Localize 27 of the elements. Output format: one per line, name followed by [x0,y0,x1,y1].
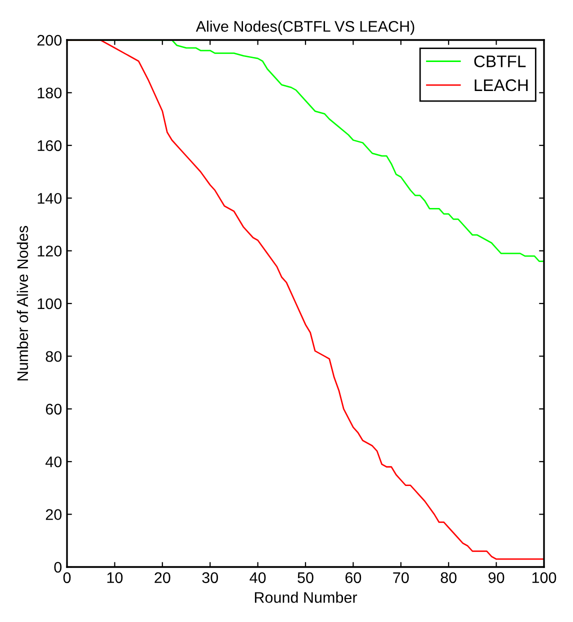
x-tick-label: 10 [107,572,123,584]
x-tick-label: 90 [488,572,504,584]
x-tick-label: 0 [63,572,71,584]
x-tick-label: 70 [393,572,409,584]
y-tick-label: 100 [38,298,62,310]
y-tick-label: 180 [38,88,62,98]
legend-label: LEACH [474,79,528,92]
x-tick-label: 60 [345,572,362,584]
y-tick-label: 0 [54,562,62,573]
x-tick-label: 40 [250,572,266,584]
x-tick-label: 20 [154,572,170,584]
x-tick-label: 30 [202,572,218,584]
y-tick-label: 160 [38,140,62,152]
legend-label: CBTFL [474,55,526,68]
chart-title: Alive Nodes(CBTFL VS LEACH) [196,20,414,35]
x-tick-label: 100 [532,572,556,584]
y-tick-label: 120 [38,246,62,256]
x-axis-title: Round Number [254,592,358,603]
y-tick-label: 140 [38,192,62,204]
y-axis-title: Number of Alive Nodes [16,226,28,380]
x-tick-label: 80 [440,572,456,584]
y-tick-label: 80 [46,351,62,362]
x-tick-label: 50 [298,572,314,584]
y-tick-label: 40 [46,456,62,468]
y-tick-label: 200 [37,34,62,46]
y-tick-label: 20 [46,509,62,520]
y-tick-label: 60 [46,404,62,415]
